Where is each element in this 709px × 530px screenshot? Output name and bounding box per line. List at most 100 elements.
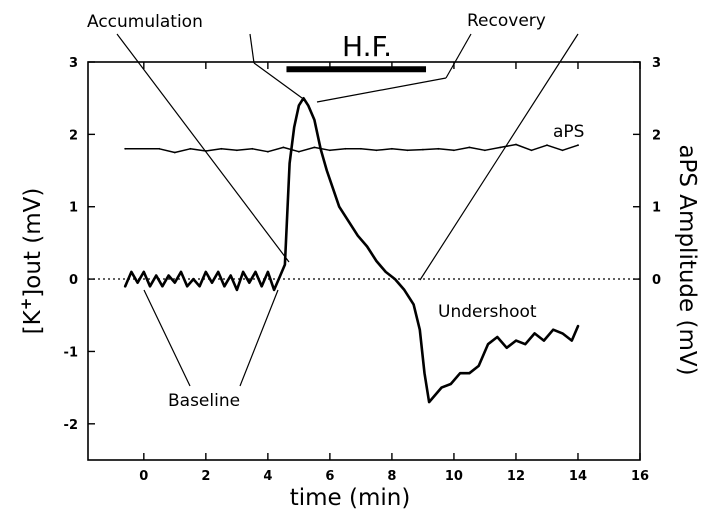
data-point-aps xyxy=(360,147,362,150)
data-point-k_out xyxy=(142,271,145,273)
data-point-k_out xyxy=(434,394,437,396)
data-point-k_out xyxy=(254,271,257,273)
y-tick-label: 3 xyxy=(69,56,78,71)
y-tick-label: 0 xyxy=(69,273,78,288)
data-point-k_out xyxy=(524,343,527,346)
data-point-k_out xyxy=(130,271,133,273)
data-point-aps xyxy=(189,147,192,150)
data-point-k_out xyxy=(515,339,517,342)
y-tick-label: -2 xyxy=(64,418,78,433)
x-tick-label: 0 xyxy=(139,469,148,484)
data-point-k_out xyxy=(487,343,489,346)
y-axis-title-right: aPS Amplitude (mV) xyxy=(674,144,700,375)
data-point-k_out xyxy=(267,271,269,273)
data-point-k_out xyxy=(325,169,328,172)
baseline-leader-1 xyxy=(143,289,191,387)
y-tick-label: 1 xyxy=(69,201,78,216)
data-point-k_out xyxy=(149,285,151,288)
data-point-k_out xyxy=(211,281,213,284)
data-point-aps xyxy=(267,150,269,153)
data-point-aps xyxy=(251,147,254,150)
x-tick-label: 10 xyxy=(445,469,463,484)
data-point-aps xyxy=(158,147,161,150)
annotation-baseline-text: Baseline xyxy=(168,391,240,411)
x-tick-label: 6 xyxy=(325,469,334,484)
y-tick-right-label: 3 xyxy=(652,56,661,71)
data-point-k_out xyxy=(248,281,251,284)
data-point-aps xyxy=(298,150,300,153)
data-point-k_out xyxy=(366,245,368,248)
data-point-aps xyxy=(468,146,471,149)
baseline-leader-2 xyxy=(239,289,279,387)
data-point-k_out xyxy=(459,372,461,375)
data-point-aps xyxy=(313,146,316,149)
data-point-k_out xyxy=(375,260,378,262)
data-point-k_out xyxy=(533,332,536,335)
data-point-k_out xyxy=(136,281,139,284)
data-point-aps xyxy=(344,147,347,150)
data-point-aps xyxy=(515,143,517,146)
data-point-aps xyxy=(406,149,409,152)
data-point-k_out xyxy=(394,278,396,280)
data-point-k_out xyxy=(161,285,164,288)
y-axis-title-left-part-2: ]out (mV) xyxy=(20,188,46,298)
data-point-k_out xyxy=(298,104,300,107)
data-point-k_out xyxy=(260,285,263,288)
series-layer xyxy=(123,96,580,404)
annotation-baseline: Baseline xyxy=(143,289,279,411)
recovery-leader-3 xyxy=(419,33,579,281)
data-point-k_out xyxy=(167,274,170,277)
y-tick-label: -1 xyxy=(64,345,78,360)
data-point-k_out xyxy=(338,205,341,208)
data-point-k_out xyxy=(577,325,579,327)
data-point-aps xyxy=(530,149,533,152)
data-point-k_out xyxy=(561,332,564,335)
data-point-k_out xyxy=(449,383,452,385)
data-point-aps xyxy=(282,146,285,149)
y-axis-title-left-part-1: [K xyxy=(20,309,46,334)
data-point-aps xyxy=(577,144,579,147)
data-point-k_out xyxy=(124,285,127,288)
annotation-undershoot-text: Undershoot xyxy=(438,302,537,322)
data-point-k_out xyxy=(192,278,195,280)
data-point-k_out xyxy=(356,234,359,237)
data-point-k_out xyxy=(223,285,226,288)
x-axis-title: time (min) xyxy=(290,485,411,511)
data-point-k_out xyxy=(440,386,443,389)
y-tick-label: 2 xyxy=(69,128,78,143)
annotation-recovery: Recovery xyxy=(316,11,579,281)
recovery-leader-1 xyxy=(445,33,472,79)
data-point-aps xyxy=(422,148,424,151)
data-point-k_out xyxy=(217,271,220,273)
data-point-k_out xyxy=(180,271,182,273)
data-point-k_out xyxy=(307,104,310,107)
data-point-k_out xyxy=(496,336,499,338)
data-point-k_out xyxy=(293,126,296,128)
x-tick-label: 2 xyxy=(201,469,210,484)
y-axis-title-left: [K+]out (mV) xyxy=(17,188,46,335)
data-point-aps xyxy=(437,147,440,150)
y-tick-right-label: 2 xyxy=(652,128,661,143)
y-axis-title-left-superscript: + xyxy=(17,298,35,311)
data-point-k_out xyxy=(428,401,430,403)
accumulation-leader-2 xyxy=(249,33,255,64)
data-point-aps xyxy=(173,151,176,154)
series-line-aps xyxy=(124,143,579,154)
data-point-k_out xyxy=(418,328,421,331)
data-point-aps xyxy=(375,149,378,152)
data-point-k_out xyxy=(173,281,176,284)
annotation-recovery-text: Recovery xyxy=(467,11,546,31)
data-point-k_out xyxy=(570,339,573,342)
accumulation-leader-3 xyxy=(253,62,303,99)
series-line-k_out xyxy=(123,96,580,404)
annotation-accumulation-text: Accumulation xyxy=(87,12,203,32)
data-point-k_out xyxy=(155,274,158,277)
data-point-k_out xyxy=(552,328,555,331)
data-point-k_out xyxy=(273,289,275,291)
data-point-aps xyxy=(329,149,331,152)
data-point-aps xyxy=(484,149,486,152)
data-point-aps xyxy=(561,149,564,152)
data-point-k_out xyxy=(198,285,201,288)
